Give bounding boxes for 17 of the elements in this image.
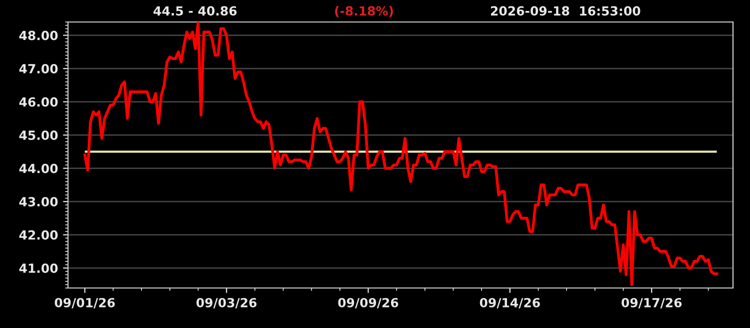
x-tick-label: 09/17/26	[622, 298, 682, 308]
y-tick-label: 47.00	[19, 64, 58, 74]
y-tick-label: 43.00	[19, 197, 58, 206]
x-tick-label: 09/14/26	[480, 298, 540, 308]
x-tick-label: 09/03/26	[196, 298, 257, 308]
y-tick-label: 44.00	[19, 164, 58, 174]
line-series	[83, 22, 718, 286]
x-tick-label: 09/01/26	[54, 298, 115, 308]
y-tick-label: 48.00	[19, 30, 58, 40]
text: 2026-09-18 16:53:00	[490, 6, 640, 16]
chart-title: 44.5 - 40.86	[154, 6, 237, 16]
chart-subtitle: (-8.18%)	[335, 6, 393, 18]
x-tick-label: 09/09/26	[338, 298, 398, 308]
y-tick-label: 41.00	[19, 264, 58, 273]
y-tick-label: 42.00	[19, 230, 58, 240]
y-tick-label: 46.00	[19, 97, 58, 107]
y-tick-label: 45.00	[19, 130, 58, 140]
